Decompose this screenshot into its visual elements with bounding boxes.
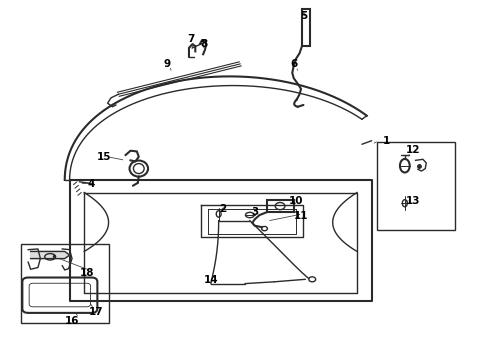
Text: 5: 5 — [300, 11, 307, 21]
Polygon shape — [30, 251, 70, 258]
Text: 11: 11 — [294, 211, 308, 221]
Text: 18: 18 — [79, 268, 94, 278]
Text: 10: 10 — [289, 197, 303, 206]
Text: 6: 6 — [290, 59, 297, 69]
Text: 3: 3 — [251, 207, 258, 217]
Text: 17: 17 — [89, 307, 104, 317]
Text: 9: 9 — [164, 59, 171, 69]
Text: 7: 7 — [188, 34, 195, 44]
Text: 1: 1 — [383, 136, 390, 146]
Text: 8: 8 — [200, 39, 207, 49]
Text: 15: 15 — [97, 152, 111, 162]
Text: 13: 13 — [406, 197, 420, 206]
Text: 14: 14 — [203, 275, 218, 285]
Text: 4: 4 — [88, 179, 95, 189]
Text: 16: 16 — [65, 316, 79, 326]
Text: 2: 2 — [220, 203, 227, 213]
Text: 12: 12 — [406, 145, 420, 155]
